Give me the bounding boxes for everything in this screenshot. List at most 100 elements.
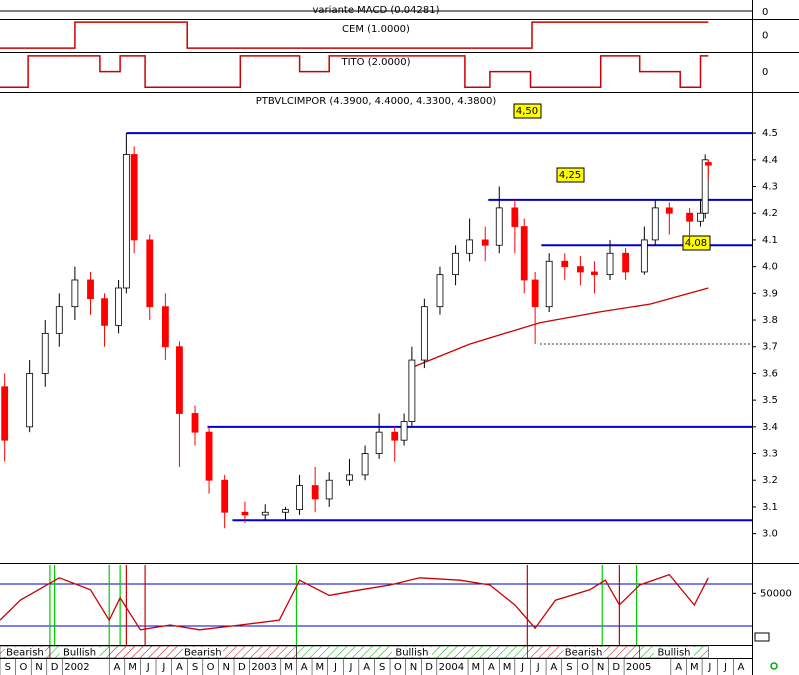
candle-body: [361, 453, 369, 476]
x-tick-label: M: [284, 662, 293, 673]
x-tick-label: N: [222, 662, 229, 673]
y-tick-label: 4.4: [762, 155, 778, 166]
panel-axis-label: 0: [762, 67, 768, 78]
x-tick-label: J: [723, 662, 727, 673]
candle-body: [606, 252, 614, 276]
candle-body: [221, 479, 229, 513]
candle-body: [346, 474, 353, 481]
y-tick-label: 3.3: [762, 449, 778, 460]
x-tick-label: J: [161, 662, 165, 673]
x-tick-label: A: [363, 662, 370, 673]
x-tick-label: J: [536, 662, 540, 673]
candle-body: [452, 252, 459, 276]
x-tick-label: N: [35, 662, 42, 673]
candle-body: [466, 239, 474, 254]
candle-body: [87, 279, 94, 300]
x-tick-label: A: [550, 662, 557, 673]
x-tick-label: 2003: [251, 662, 276, 673]
candle-body: [146, 239, 154, 308]
x-tick-label: J: [707, 662, 711, 673]
x-tick-label: A: [176, 662, 183, 673]
candle-body: [191, 413, 199, 433]
candle-body: [26, 373, 34, 428]
trend-label: Bullish: [657, 648, 690, 659]
volume-tick-label: 50000: [760, 588, 792, 599]
level-label: 4,08: [685, 238, 707, 249]
trend-label-bg: [391, 647, 432, 657]
candle-body: [408, 359, 416, 422]
y-tick-label: 3.0: [762, 529, 778, 540]
candle-body: [241, 511, 249, 516]
x-tick-label: S: [379, 662, 385, 673]
candle-body: [282, 509, 289, 513]
level-label: 4,25: [559, 170, 581, 181]
x-tick-label: M: [128, 662, 137, 673]
y-tick-label: 3.5: [762, 395, 778, 406]
candle-body: [576, 266, 584, 273]
y-tick-label: 4.3: [762, 182, 778, 193]
candle-body: [55, 306, 63, 334]
candle-body: [591, 271, 598, 276]
panel-axis-label: 0: [762, 31, 768, 42]
candle-body: [176, 346, 183, 414]
x-tick-label: M: [503, 662, 512, 673]
candle-body: [161, 306, 169, 348]
y-tick-label: 4.0: [762, 262, 778, 273]
panel-title: variante MACD (0.04281): [313, 5, 440, 16]
status-icon: [770, 662, 778, 670]
x-tick-label: J: [146, 662, 150, 673]
x-tick-label: S: [5, 662, 11, 673]
x-tick-label: N: [597, 662, 604, 673]
y-tick-label: 3.4: [762, 422, 778, 433]
level-label-box: [513, 103, 542, 119]
candle-body: [296, 485, 303, 510]
x-tick-label: M: [690, 662, 699, 673]
trend-label: Bearish: [6, 648, 44, 659]
x-tick-label: M: [472, 662, 481, 673]
trend-label-bg: [4, 647, 45, 657]
trend-label-bg: [653, 647, 694, 657]
x-tick-label: J: [349, 662, 353, 673]
x-tick-label: D: [238, 662, 246, 673]
x-tick-label: O: [394, 662, 402, 673]
candle-body: [311, 485, 319, 500]
y-tick-label: 3.6: [762, 368, 778, 379]
step-line: [0, 55, 709, 89]
y-tick-label: 3.8: [762, 315, 778, 326]
x-tick-label: D: [51, 662, 59, 673]
candle-body: [651, 207, 659, 241]
y-tick-label: 3.2: [762, 475, 778, 486]
x-tick-label: J: [520, 662, 524, 673]
candle-body: [325, 479, 333, 500]
x-tick-label: A: [114, 662, 121, 673]
x-tick-label: O: [207, 662, 215, 673]
candle-body: [640, 239, 648, 273]
trend-label-bg: [59, 647, 100, 657]
panel-axis-label: 0: [762, 7, 768, 18]
x-tick-label: A: [301, 662, 308, 673]
moving-average: [410, 287, 709, 369]
candle-body: [115, 287, 122, 326]
candle-body: [101, 298, 108, 326]
level-label-box: [556, 167, 585, 183]
candle-body: [41, 332, 49, 374]
x-tick-label: N: [410, 662, 417, 673]
candle-body: [495, 207, 503, 246]
x-tick-label: S: [192, 662, 198, 673]
candle-body: [391, 431, 399, 441]
x-tick-label: 2002: [64, 662, 89, 673]
trend-label: Bearish: [565, 648, 603, 659]
x-tick-label: A: [488, 662, 495, 673]
candle-body: [375, 431, 383, 454]
x-tick-label: O: [581, 662, 589, 673]
oscillator-line: [0, 573, 709, 631]
y-tick-label: 4.1: [762, 235, 778, 246]
y-tick-label: 4.2: [762, 208, 778, 219]
candle-body: [561, 260, 569, 268]
x-tick-label: D: [612, 662, 620, 673]
level-label: 4,50: [516, 106, 538, 117]
trend-label-bg: [563, 647, 604, 657]
y-tick-label: 4.5: [762, 128, 778, 139]
candle-body: [697, 212, 704, 222]
panel-title: CEM (1.0000): [342, 24, 410, 35]
